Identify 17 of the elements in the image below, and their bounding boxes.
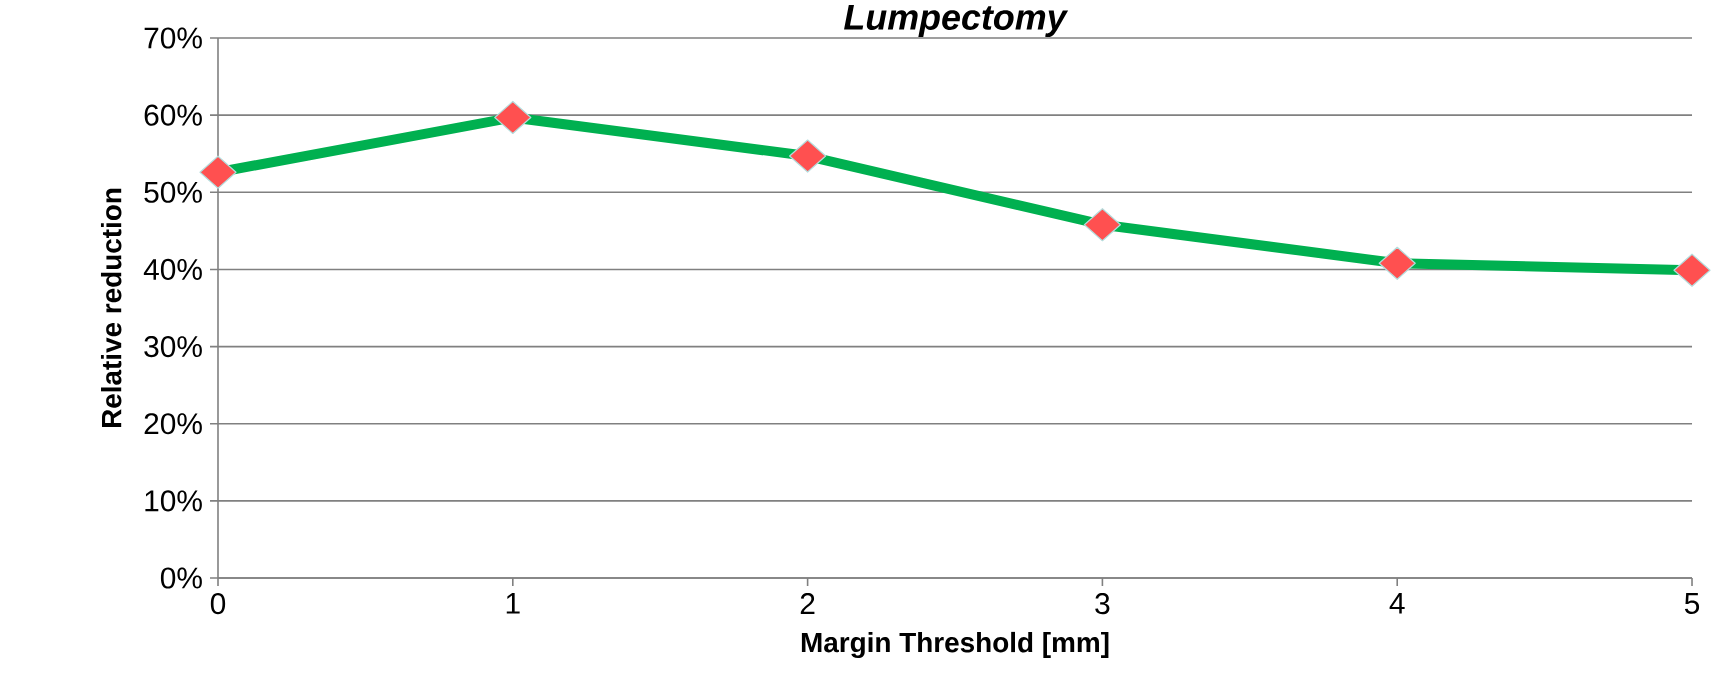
y-tick-label: 20% [144, 413, 202, 435]
y-tick-label: 50% [144, 181, 202, 203]
y-tick-label: 30% [144, 335, 202, 358]
y-tick-label: 70% [144, 27, 202, 49]
x-axis-title: Margin Threshold [mm] [801, 631, 1109, 658]
x-tick-label: 1 [506, 593, 520, 614]
y-tick-label: 60% [144, 104, 202, 126]
y-tick-label: 10% [145, 490, 202, 512]
y-tick-label: 40% [143, 258, 202, 281]
x-tick-label: 0 [210, 593, 226, 615]
x-tick-label: 4 [1389, 593, 1405, 614]
x-tick-label: 3 [1095, 593, 1110, 615]
y-tick-label: 0% [160, 567, 202, 589]
x-tick-label: 5 [1684, 593, 1700, 614]
y-axis-title: Relative reduction [100, 188, 122, 428]
chart-title: Lumpectomy [844, 4, 1069, 38]
x-tick-label: 2 [800, 593, 815, 614]
